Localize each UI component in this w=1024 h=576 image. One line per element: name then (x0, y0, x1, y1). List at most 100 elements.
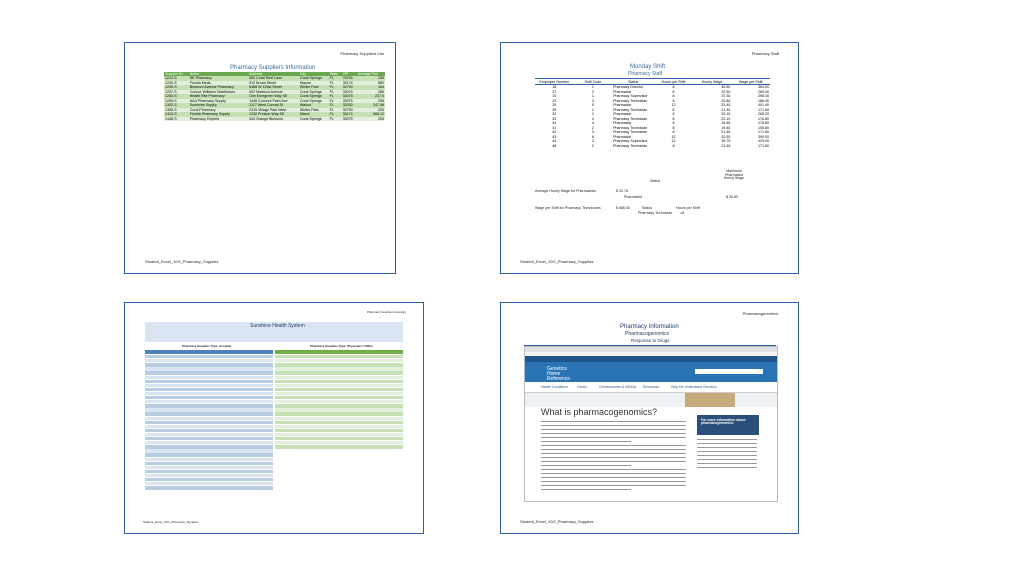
cell: 20.80 (721, 98, 731, 103)
row-band (145, 387, 273, 392)
page-header: Pharmacogenomics (742, 311, 778, 316)
row-band (275, 355, 403, 359)
cell: 42 (552, 130, 557, 135)
text-line (541, 489, 631, 491)
cell: Blossom Avenue Pharmacy (189, 85, 234, 90)
row-band (145, 441, 273, 445)
text-line (541, 433, 686, 435)
cell: 32.50 (721, 134, 731, 139)
cell: Pharmacy Technician (613, 116, 648, 121)
text-line (541, 429, 686, 431)
row-band (145, 379, 273, 383)
row-band (145, 375, 273, 379)
table-row: 43 6 Pharmacist 12 32.50 390.00 (535, 135, 770, 139)
row-band (145, 445, 273, 449)
row-band (275, 408, 403, 412)
table-row: 32 2 Pharmacist 8 33.15 265.20 (535, 112, 770, 116)
cell: Pharmacy Technician (613, 130, 648, 135)
search-box (695, 369, 763, 374)
value: $ 32.76 (616, 189, 628, 193)
cell: 23 (552, 98, 557, 103)
table-row: 1305-S Coral Pharmacy 2315 Village Park We… (164, 107, 385, 113)
page (500, 42, 799, 274)
column-header: Hours per Shift (661, 80, 686, 84)
cell: Coral Springs (299, 89, 322, 94)
cell: Pharmacy Experts (189, 116, 220, 121)
column-header: Name (189, 72, 200, 76)
cell: 247.56 (373, 103, 384, 108)
value: Pharmacy Technician (638, 211, 673, 215)
row-band (275, 363, 403, 367)
column-header: Employee Number (539, 80, 570, 84)
cell: Pharmacy Supervisor (613, 139, 648, 144)
cell: 3 (591, 98, 594, 103)
row-band (275, 375, 403, 379)
cell: 166.40 (758, 98, 769, 103)
cell: Pharmacy Technician (613, 98, 648, 103)
title-band (145, 322, 403, 342)
cell: 33174 (342, 112, 353, 117)
row-band (145, 412, 273, 416)
sidebar-title: For more information about pharmacogenom… (701, 418, 746, 426)
hero-image (685, 393, 735, 407)
cell: 278.80 (758, 121, 769, 126)
text-line (541, 449, 686, 451)
browser-tabs (525, 347, 777, 352)
column-header: Shift Code (584, 80, 602, 84)
cell: 8 (672, 107, 675, 112)
cell: 8 (672, 125, 675, 130)
cell: 33 (552, 116, 557, 121)
nav-item: Help Me Understand Genetics (671, 385, 717, 389)
cell: Pharmacy Technician (613, 143, 648, 148)
cell: 1 (591, 94, 594, 99)
row-band (275, 437, 403, 441)
cell: 33030 (342, 103, 353, 108)
cell: 12 (671, 134, 676, 139)
row-band (145, 432, 273, 437)
cell: Coral Springs (299, 76, 322, 81)
row-band (145, 355, 273, 359)
text-line (541, 469, 686, 471)
cell: 1230 Preston Way SE (249, 112, 285, 117)
cell: 401.40 (758, 103, 769, 108)
cell: Coral Springs (299, 94, 322, 99)
column-header: State (329, 72, 339, 76)
cell: 6468 W 125st Street (249, 85, 282, 90)
cell: 12 (671, 103, 676, 108)
row-band (145, 363, 273, 367)
row-band (275, 432, 403, 437)
cell: 444 Orange Blossom (249, 116, 283, 121)
site-nav: Health Conditions Genes Chromosomes & mtDN… (525, 382, 777, 393)
row-band (275, 416, 403, 420)
column-header: Supplier ID (165, 72, 183, 76)
page-title: Pharmacy Information (620, 324, 679, 330)
cell: 2 (591, 143, 594, 148)
cell: FL (329, 85, 334, 90)
nlm-bar (525, 356, 777, 362)
cell: FL (329, 112, 334, 117)
cell: 33174 (342, 80, 353, 85)
cell: Health Rite Pharmacy (189, 94, 225, 99)
row-band (145, 391, 273, 396)
page-footer: Student_Excel_10G_Pharmacy_Supplies (145, 259, 219, 264)
cell: 21.45 (721, 143, 731, 148)
table-row: 48 2 Pharmacy Technician 8 21.45 171.60 (535, 144, 770, 148)
cell: 41 (552, 125, 557, 130)
text-line (541, 477, 686, 479)
page-title: Sunshine Health System (250, 323, 305, 329)
row-band (275, 445, 403, 449)
cell: 1 (591, 107, 594, 112)
cell: Winter Park (299, 85, 319, 90)
cell: 364.00 (758, 85, 769, 90)
row-band (275, 391, 403, 396)
row-band (145, 408, 273, 412)
cell: Pharmacy Director (613, 85, 643, 90)
cell: 33075 (342, 94, 353, 99)
row-band (145, 478, 273, 482)
text-line (541, 461, 686, 463)
cell: Walnut (299, 103, 311, 108)
cell: 32.50 (721, 89, 731, 94)
nav-item: Health Conditions (541, 385, 568, 389)
label: Status (642, 206, 653, 210)
cell: 19.45 (721, 125, 731, 130)
